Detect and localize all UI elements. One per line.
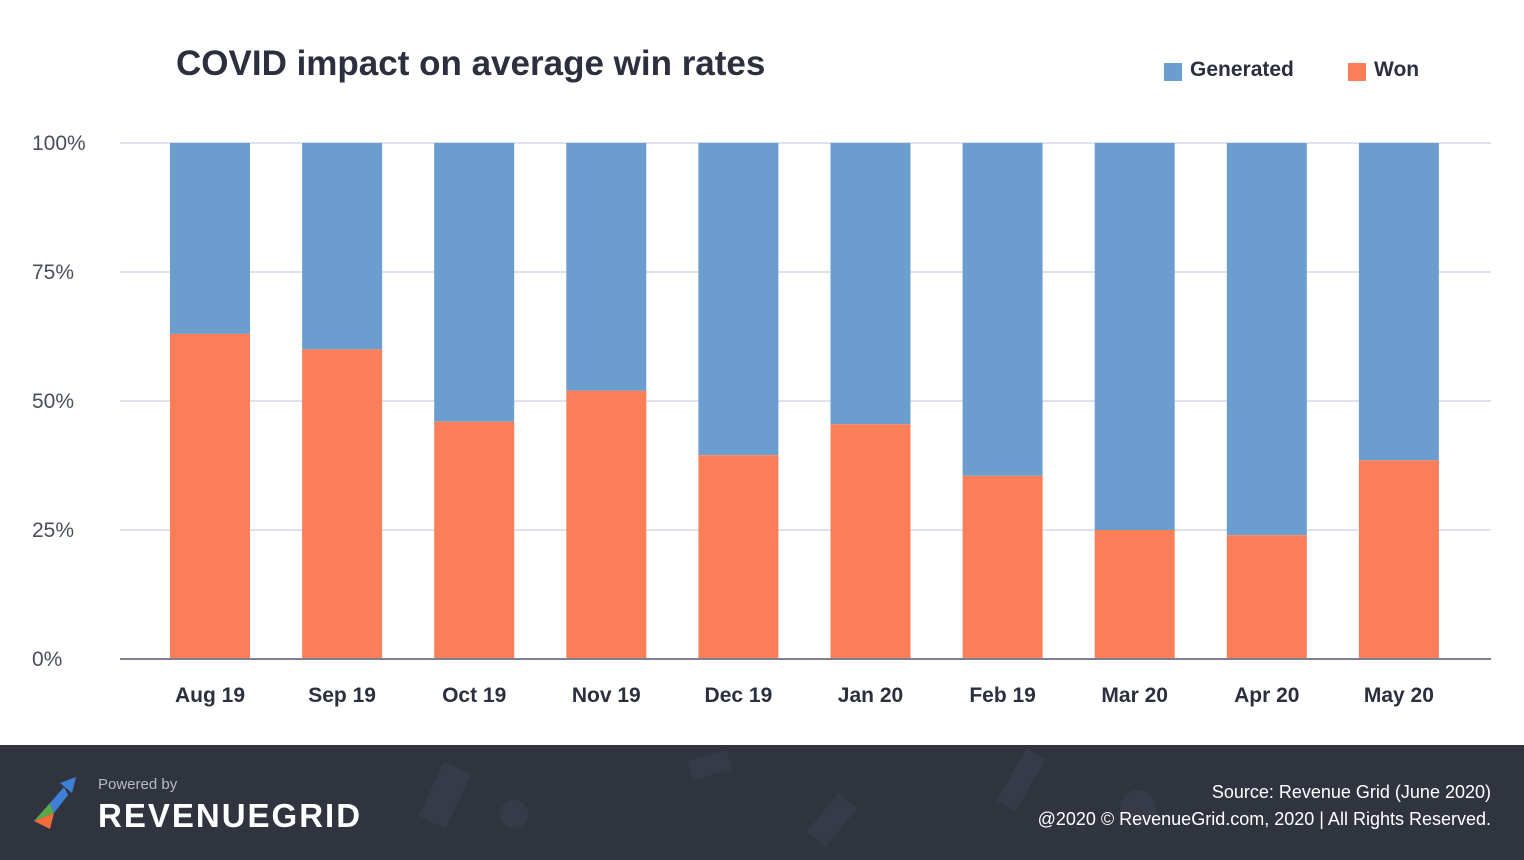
y-tick-label: 50% xyxy=(32,390,74,413)
y-tick-label: 75% xyxy=(32,261,74,284)
bar-won xyxy=(830,424,911,659)
x-tick-label: May 20 xyxy=(1364,684,1434,707)
bar-won xyxy=(1094,530,1175,659)
x-tick-label: Sep 19 xyxy=(308,684,376,707)
legend-swatch-generated xyxy=(1164,63,1182,81)
legend-label-generated: Generated xyxy=(1190,58,1294,81)
footer-decoration xyxy=(806,793,858,847)
revenuegrid-logo-icon xyxy=(34,777,76,829)
chart-title: COVID impact on average win rates xyxy=(176,44,766,83)
bar-generated xyxy=(302,143,383,350)
bar-won xyxy=(1358,460,1439,659)
bar-won xyxy=(302,349,383,659)
x-tick-label: Aug 19 xyxy=(175,684,245,707)
footer-decoration xyxy=(500,800,528,828)
bar-generated xyxy=(962,143,1043,476)
y-tick-label: 0% xyxy=(32,648,62,671)
y-tick-label: 25% xyxy=(32,519,74,542)
bar-won xyxy=(170,333,250,659)
legend-item-won: Won xyxy=(1348,58,1419,82)
x-tick-label: Jan 20 xyxy=(838,684,903,707)
bar-generated xyxy=(1226,143,1307,536)
bar-generated xyxy=(1358,143,1439,461)
brand-name: REVENUEGRID xyxy=(98,797,363,834)
footer-decoration xyxy=(1120,790,1156,826)
x-tick-label: Apr 20 xyxy=(1234,684,1299,707)
source-text: Source: Revenue Grid (June 2020) xyxy=(1211,782,1491,802)
bar-won xyxy=(962,475,1043,659)
footer-decoration xyxy=(418,761,472,829)
stacked-bar-chart: 0% 25% 50% 75% 100% Aug 19 Sep 19 Oct 19 Nov 19 D… xyxy=(32,132,1491,707)
x-tick-label: Oct 19 xyxy=(442,684,506,707)
powered-by-label: Powered by xyxy=(98,776,178,793)
bar-generated xyxy=(698,143,779,456)
bar-won xyxy=(1226,535,1307,659)
footer-decoration xyxy=(688,750,732,780)
x-tick-label: Feb 19 xyxy=(969,684,1036,707)
bar-generated xyxy=(830,143,911,425)
bar-generated xyxy=(566,143,647,391)
x-tick-label: Nov 19 xyxy=(572,684,641,707)
bar-won xyxy=(566,390,647,659)
legend-item-generated: Generated xyxy=(1164,58,1294,82)
legend-label-won: Won xyxy=(1374,58,1420,81)
legend-swatch-won xyxy=(1348,63,1366,81)
copyright-text: @2020 © RevenueGrid.com, 2020 | All Righ… xyxy=(1037,809,1491,829)
x-tick-label: Mar 20 xyxy=(1101,684,1168,707)
x-tick-label: Dec 19 xyxy=(705,684,773,707)
bar-generated xyxy=(434,143,515,422)
bar-generated xyxy=(170,143,250,334)
footer-credits: Source: Revenue Grid (June 2020) @2020 ©… xyxy=(1038,779,1491,833)
bar-won xyxy=(698,455,779,659)
bar-generated xyxy=(1094,143,1175,530)
footer-bar: Powered by REVENUEGRID Source: Revenue G… xyxy=(0,745,1524,860)
bar-won xyxy=(434,421,515,659)
y-tick-label: 100% xyxy=(32,132,86,155)
